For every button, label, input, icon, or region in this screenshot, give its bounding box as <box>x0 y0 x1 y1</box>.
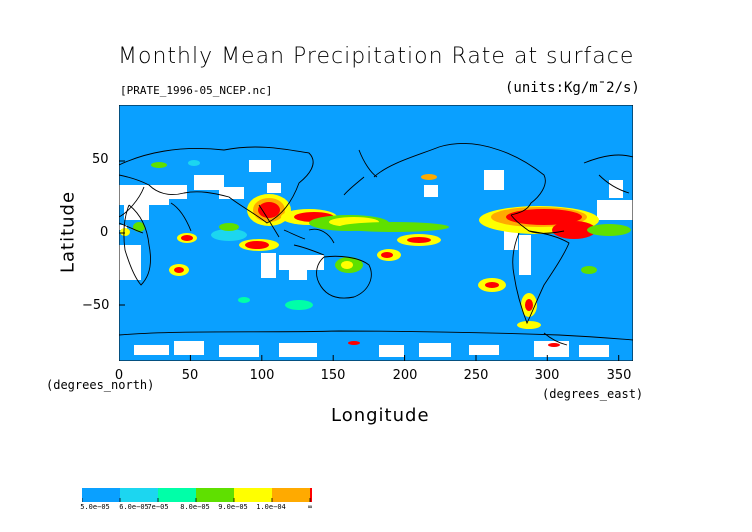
colorbar-label: ∞ <box>307 503 313 511</box>
y-tick-label: −50 <box>82 298 110 313</box>
colorbar-label: 8.0e−05 <box>180 503 210 511</box>
colorbar-swatch <box>310 488 312 502</box>
x-tick-label: 0 <box>114 368 124 383</box>
y-axis-title: Latitude <box>57 190 79 274</box>
colorbar-label: 5.0e−05 <box>80 503 110 511</box>
x-tick-label: 200 <box>392 368 418 383</box>
coastlines <box>119 143 633 346</box>
tick-marks <box>119 160 620 361</box>
precipitation-bands <box>120 160 631 347</box>
dataset-filename: [PRATE_1996-05_NCEP.nc] <box>120 84 273 97</box>
colorbar-swatch <box>272 488 310 502</box>
colorbar-swatch <box>234 488 272 502</box>
colorbar-label: 7e−05 <box>147 503 169 511</box>
colorbar-label: 1.0e−04 <box>256 503 286 511</box>
x-tick-label: 100 <box>249 368 275 383</box>
x-axis-title: Longitude <box>331 405 430 426</box>
precipitation-map <box>119 105 633 361</box>
colorbar-swatch <box>158 488 196 502</box>
colorbar-swatch <box>120 488 158 502</box>
y-tick-label: 50 <box>92 152 109 167</box>
x-tick-label: 50 <box>181 368 199 383</box>
units-label: (units:Kg/m¯2/s) <box>505 80 640 96</box>
longitude-unit-label: (degrees_east) <box>542 387 644 401</box>
colorbar-label: 9.0e−05 <box>218 503 248 511</box>
latitude-unit-label: (degrees_north) <box>46 378 155 392</box>
x-tick-label: 350 <box>606 368 632 383</box>
colorbar <box>82 488 312 502</box>
x-tick-label: 150 <box>320 368 346 383</box>
map-title: Monthly Mean Precipitation Rate at surfa… <box>118 44 635 69</box>
colorbar-swatch <box>196 488 234 502</box>
x-tick-label: 250 <box>463 368 489 383</box>
colorbar-swatch <box>82 488 120 502</box>
y-tick-label: 0 <box>100 225 109 240</box>
x-tick-label: 300 <box>534 368 560 383</box>
colorbar-label: 6.0e−05 <box>119 503 149 511</box>
